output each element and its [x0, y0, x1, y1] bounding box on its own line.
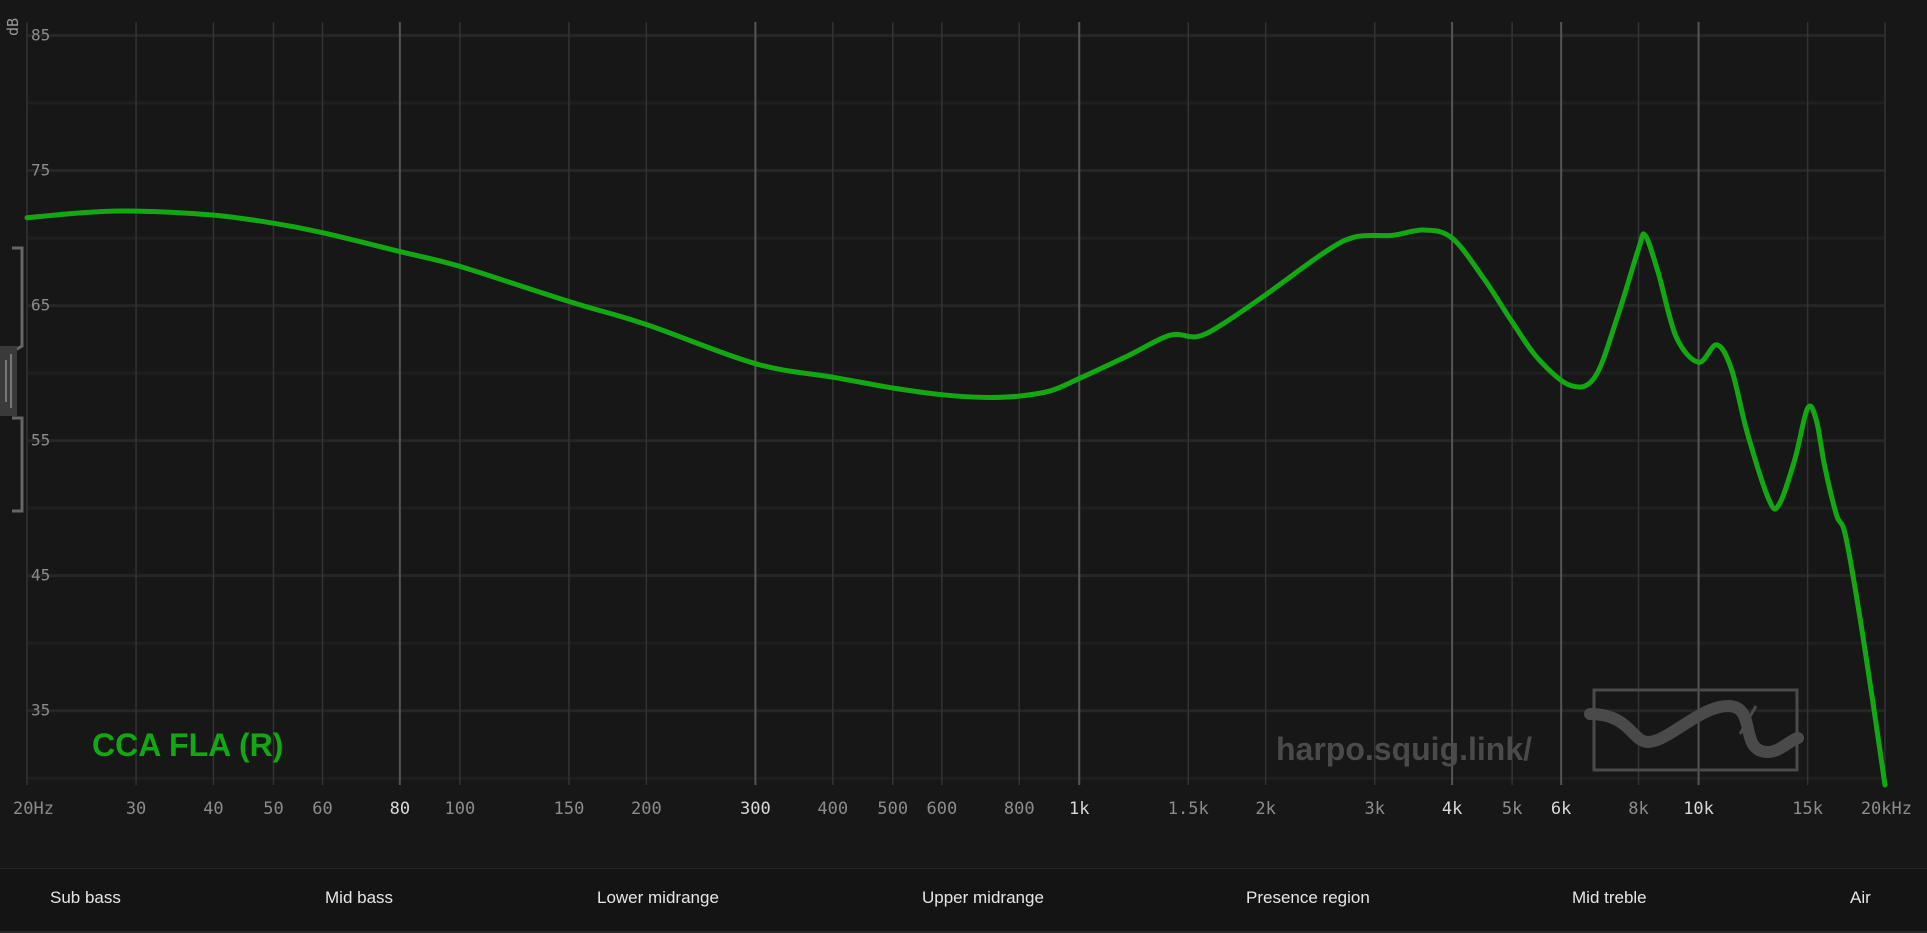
- band-upper-midrange: Upper midrange: [922, 888, 1044, 907]
- x-tick-label: 40: [203, 799, 223, 819]
- x-tick-label: 8k: [1628, 799, 1648, 819]
- x-tick-label: 600: [926, 799, 957, 819]
- x-tick-label: 400: [817, 799, 848, 819]
- band-air: Air: [1850, 888, 1871, 907]
- horizontal-gridlines: [27, 34, 1885, 780]
- fr-curve-line[interactable]: [24, 208, 1888, 788]
- band-mid-treble: Mid treble: [1572, 888, 1647, 907]
- x-tick-label: 15k: [1792, 799, 1823, 819]
- band-lower-midrange: Lower midrange: [597, 888, 719, 907]
- y-tick-label: 35: [31, 701, 50, 720]
- band-presence-region: Presence region: [1246, 888, 1370, 907]
- x-tick-label: 60: [312, 799, 332, 819]
- y-tick-label: 65: [31, 296, 50, 315]
- x-tick-label: 5k: [1502, 799, 1522, 819]
- squiglink-logo: [1584, 688, 1804, 772]
- x-tick-label: 20Hz: [13, 799, 54, 819]
- x-tick-label: 30: [126, 799, 146, 819]
- x-tick-label: 6k: [1551, 799, 1571, 819]
- x-tick-label: 1.5k: [1168, 799, 1209, 819]
- band-sub-bass: Sub bass: [50, 888, 121, 907]
- x-tick-label: 150: [554, 799, 585, 819]
- frequency-response-graph: 85 75 65 55 45 35 20Hz 30 40 50 60 80 100 150 200 300 4…: [0, 17, 1912, 819]
- x-tick-label: 1k: [1069, 799, 1089, 819]
- x-tick-label: 200: [631, 799, 662, 819]
- x-tick-label: 500: [877, 799, 908, 819]
- x-tick-label: 300: [740, 799, 771, 819]
- x-tick-label: 800: [1004, 799, 1035, 819]
- y-axis-unit: dB: [4, 18, 22, 36]
- y-tick-label: 85: [31, 26, 50, 45]
- x-tick-label: 20kHz: [1861, 799, 1912, 819]
- x-tick-label: 4k: [1442, 799, 1462, 819]
- y-tick-label: 75: [31, 161, 50, 180]
- scale-bracket-handle[interactable]: [0, 246, 24, 513]
- x-tick-label: 2k: [1255, 799, 1275, 819]
- x-tick-label: 100: [445, 799, 476, 819]
- curve-layer: [24, 208, 1888, 788]
- watermark-url: harpo.squig.link/: [1276, 731, 1532, 767]
- series-label[interactable]: CCA FLA (R): [92, 727, 283, 763]
- frequency-band-strip: Sub bass Mid bass Lower midrange Upper m…: [0, 868, 1927, 933]
- x-tick-label: 3k: [1364, 799, 1384, 819]
- y-tick-label: 55: [31, 431, 50, 450]
- x-axis-labels: 20Hz 30 40 50 60 80 100 150 200 300 400 500 600 800 1k…: [13, 799, 1912, 819]
- y-tick-label: 45: [31, 566, 50, 585]
- y-axis-labels: 85 75 65 55 45 35: [31, 26, 50, 720]
- x-tick-label: 10k: [1683, 799, 1714, 819]
- vertical-gridlines: [26, 22, 1886, 785]
- x-tick-label: 80: [390, 799, 410, 819]
- x-tick-label: 50: [263, 799, 283, 819]
- band-mid-bass: Mid bass: [325, 888, 394, 907]
